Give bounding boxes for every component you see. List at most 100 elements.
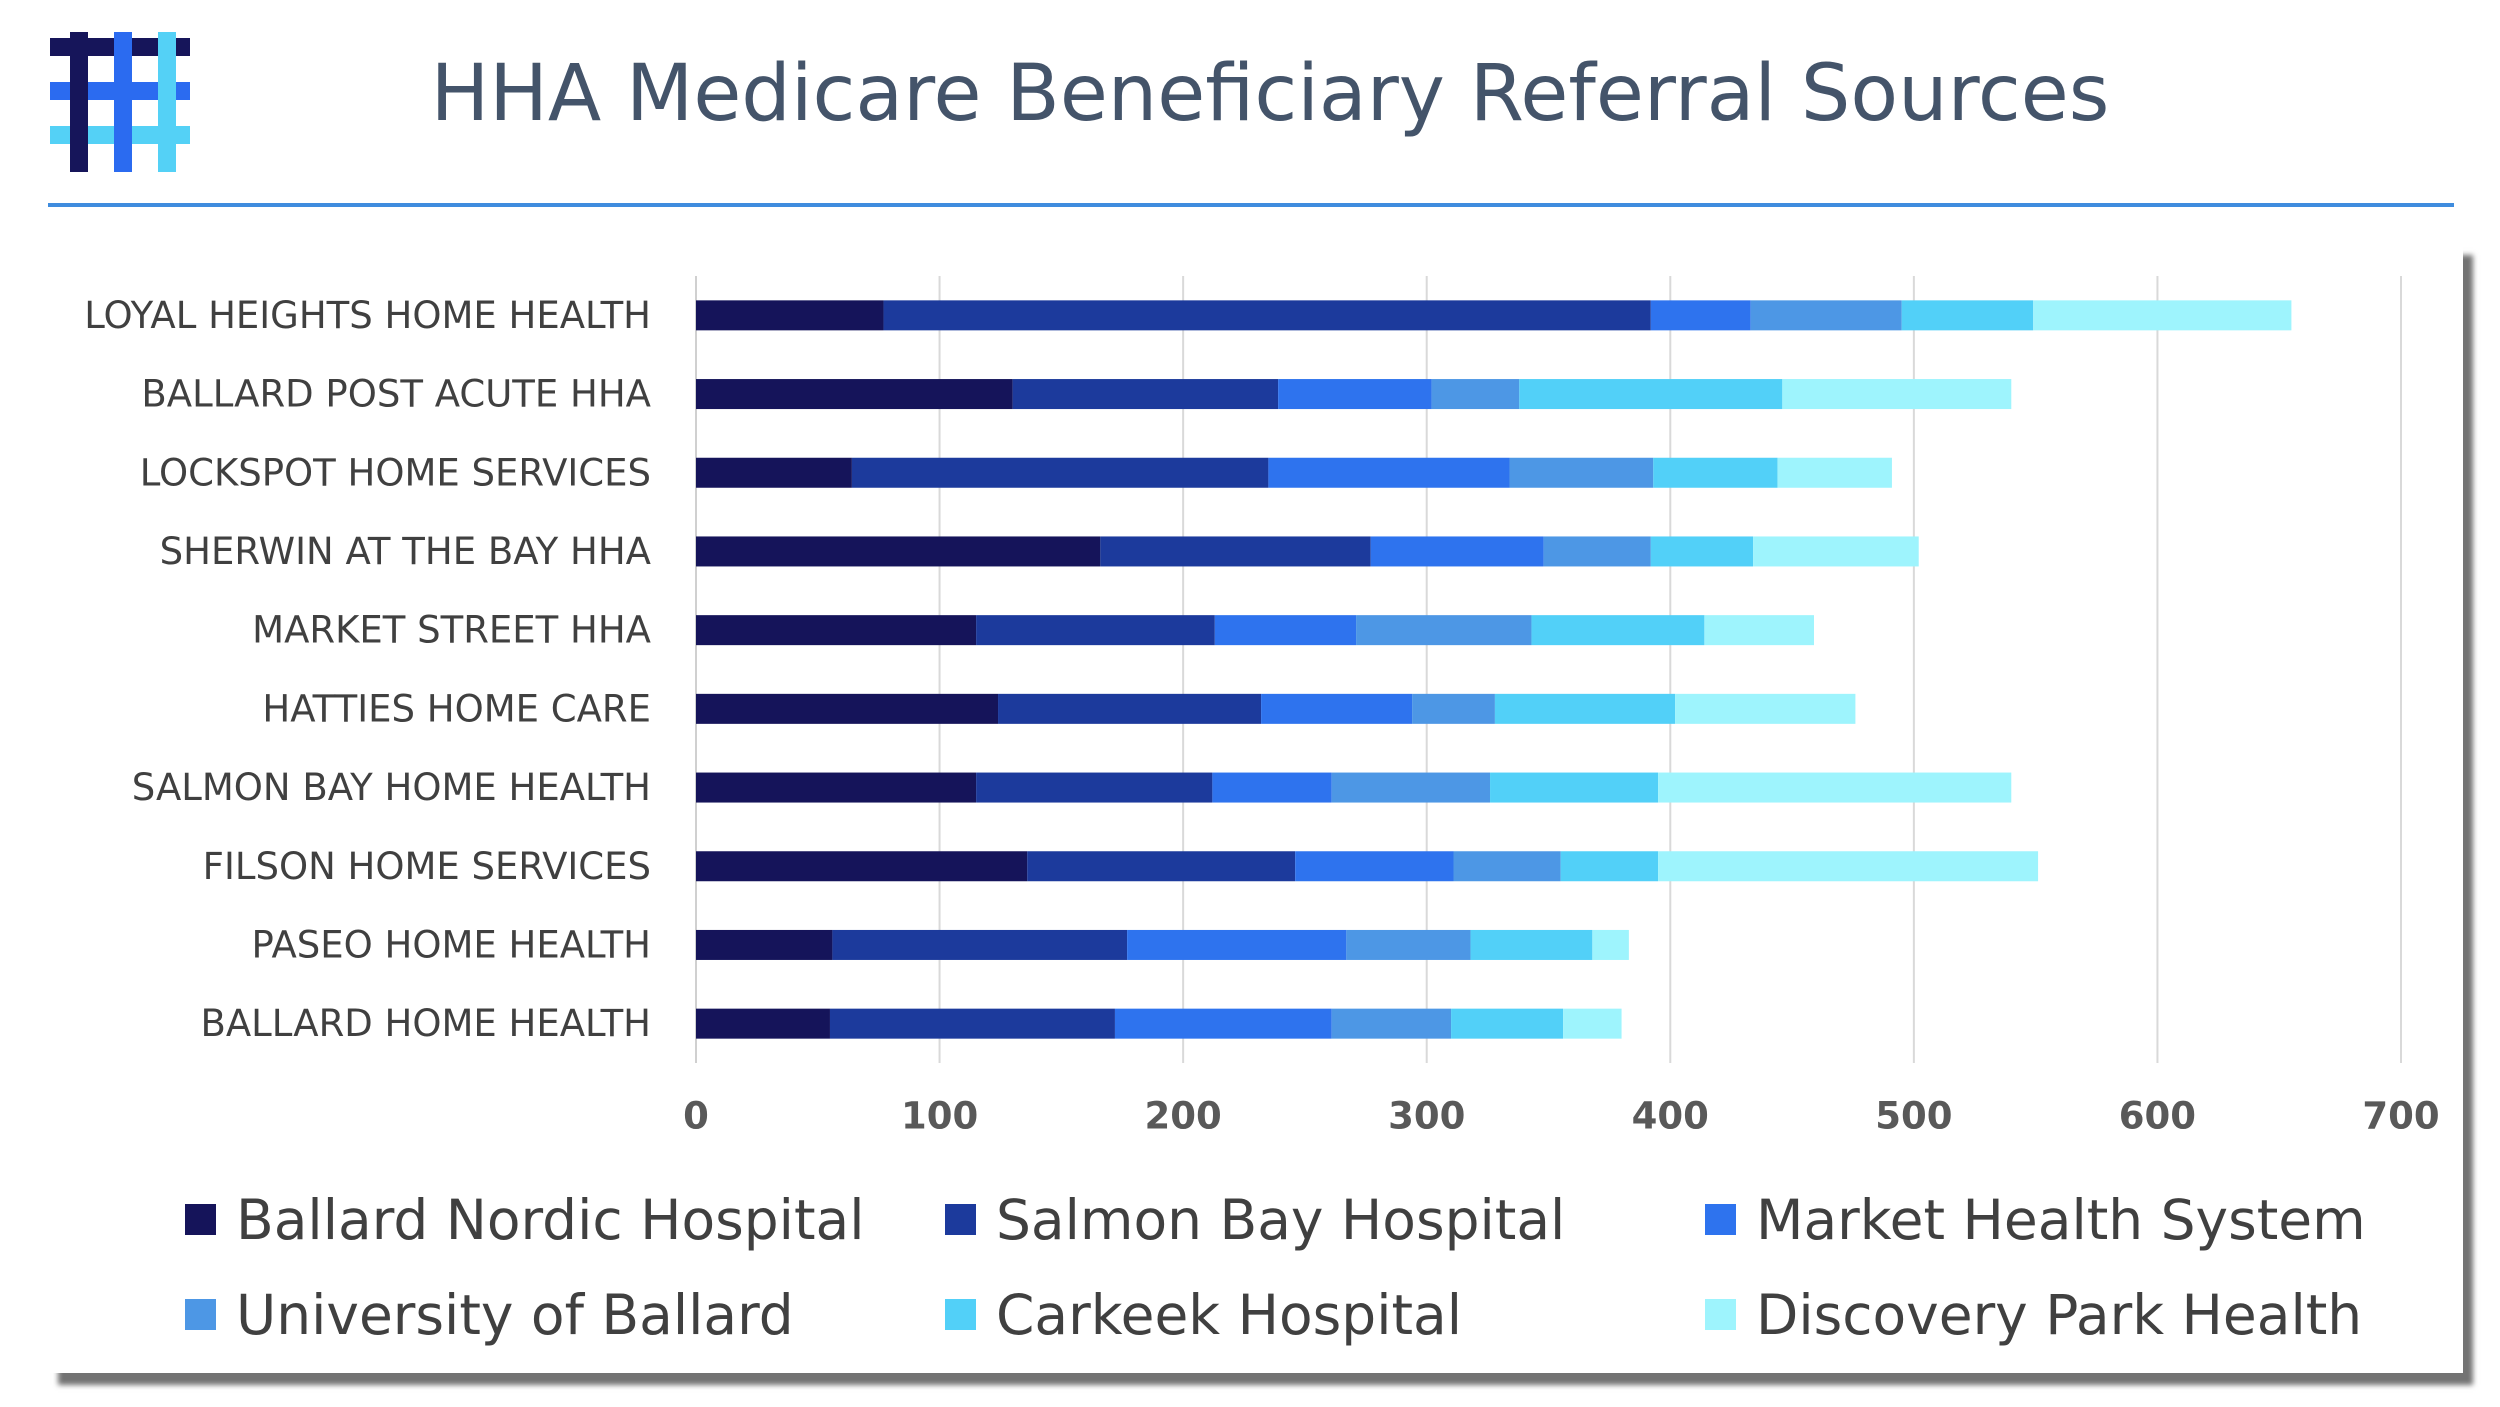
bar-segment [1431, 379, 1520, 410]
bar-segment [832, 929, 1128, 960]
bar-segment [1127, 929, 1347, 960]
bar-segment [1650, 300, 1751, 331]
chart-legend: Ballard Nordic Hospital Salmon Bay Hospit… [185, 1172, 2485, 1372]
legend-swatch [1705, 1204, 1736, 1235]
bar-segment [1470, 929, 1593, 960]
logo-bar-right [158, 32, 176, 172]
legend-item: Carkeek Hospital [945, 1267, 1705, 1362]
legend-label: Ballard Nordic Hospital [236, 1187, 865, 1252]
bar-segment [696, 1008, 830, 1039]
bar-segment [2033, 300, 2292, 331]
bar-segment [1453, 851, 1561, 882]
x-tick-label: 200 [1145, 1095, 1222, 1138]
legend-label: University of Ballard [236, 1282, 794, 1347]
page-title: HHA Medicare Beneficiary Referral Source… [430, 49, 2110, 139]
x-tick-label: 100 [901, 1095, 978, 1138]
x-tick-label: 500 [1875, 1095, 1952, 1138]
bar-segment [696, 379, 1013, 410]
title-divider [48, 203, 2454, 207]
bar-segment [1370, 536, 1544, 567]
logo-bar-center [114, 32, 132, 172]
bar-segment [1331, 1008, 1452, 1039]
legend-swatch [185, 1299, 216, 1330]
bar-segment [1114, 1008, 1332, 1039]
x-tick-label: 300 [1388, 1095, 1465, 1138]
bar-segment [1519, 379, 1783, 410]
bar-segment [1412, 693, 1495, 724]
category-label: SHERWIN AT THE BAY HHA [160, 530, 651, 573]
legend-item: Market Health System [1705, 1172, 2465, 1267]
category-label: BALLARD POST ACUTE HHA [141, 373, 651, 416]
bar-segment [1268, 457, 1510, 488]
bar-segment [1278, 379, 1432, 410]
bar-segment [696, 615, 977, 646]
bar-segment [1658, 851, 2039, 882]
legend-swatch [945, 1299, 976, 1330]
hashtag-grid-logo [50, 32, 190, 172]
x-tick-label: 400 [1632, 1095, 1709, 1138]
bar-segment [696, 929, 833, 960]
bar-segment [1494, 693, 1676, 724]
bar-segment [1356, 615, 1532, 646]
bar-segment [1531, 615, 1705, 646]
legend-item: Salmon Bay Hospital [945, 1172, 1705, 1267]
bar-segment [1027, 851, 1296, 882]
logo-bar-left [70, 32, 88, 172]
category-label: LOYAL HEIGHTS HOME HEALTH [84, 294, 651, 337]
bar-segment [1012, 379, 1279, 410]
x-tick-label: 0 [683, 1095, 709, 1138]
bar-segment [1490, 772, 1659, 803]
bar-segment [1592, 929, 1629, 960]
bar-segment [1650, 536, 1754, 567]
legend-label: Salmon Bay Hospital [996, 1187, 1566, 1252]
bar-segment [1100, 536, 1371, 567]
bar-segment [1214, 615, 1357, 646]
bar-segment [1212, 772, 1332, 803]
bar-segment [1750, 300, 1902, 331]
bar-segment [851, 457, 1269, 488]
legend-label: Carkeek Hospital [996, 1282, 1463, 1347]
x-tick-label: 600 [2119, 1095, 2196, 1138]
bar-segment [976, 772, 1213, 803]
bar-segment [1563, 1008, 1622, 1039]
bar-segment [976, 615, 1215, 646]
legend-item: Discovery Park Health [1705, 1267, 2465, 1362]
bar-segment [1346, 929, 1471, 960]
category-label: MARKET STREET HHA [252, 609, 651, 652]
bar-segment [1777, 457, 1892, 488]
bar-segment [1782, 379, 2012, 410]
bar-segment [1451, 1008, 1564, 1039]
bar-segment [696, 851, 1028, 882]
bar-segment [1261, 693, 1413, 724]
category-label: LOCKSPOT HOME SERVICES [140, 451, 651, 494]
bar-segment [998, 693, 1262, 724]
x-tick-label: 700 [2362, 1095, 2439, 1138]
category-label: BALLARD HOME HEALTH [200, 1002, 651, 1045]
chart-panel: LOYAL HEIGHTS HOME HEALTH BALLARD POST AC… [48, 243, 2463, 1373]
bar-segment [1295, 851, 1454, 882]
bar-segment [1560, 851, 1659, 882]
legend-swatch [945, 1204, 976, 1235]
bar-segment [1543, 536, 1651, 567]
bar-segment [696, 693, 999, 724]
legend-item: University of Ballard [185, 1267, 945, 1362]
stacked-bar-chart: LOYAL HEIGHTS HOME HEALTH BALLARD POST AC… [84, 276, 2440, 1138]
bar-segment [1658, 772, 2012, 803]
legend-label: Market Health System [1756, 1187, 2366, 1252]
category-label: SALMON BAY HOME HEALTH [132, 766, 651, 809]
bar-segment [1753, 536, 1919, 567]
bar-segment [1331, 772, 1491, 803]
bar-segment [1653, 457, 1778, 488]
legend-item: Ballard Nordic Hospital [185, 1172, 945, 1267]
legend-swatch [1705, 1299, 1736, 1330]
bar-segment [696, 457, 852, 488]
category-label: FILSON HOME SERVICES [203, 845, 651, 888]
legend-label: Discovery Park Health [1756, 1282, 2363, 1347]
legend-swatch [185, 1204, 216, 1235]
bar-segment [696, 536, 1101, 567]
category-label: HATTIES HOME CARE [262, 687, 651, 730]
bar-segment [1704, 615, 1814, 646]
bar-segment [1509, 457, 1654, 488]
bar-segment [696, 300, 884, 331]
bar-segment [696, 772, 977, 803]
